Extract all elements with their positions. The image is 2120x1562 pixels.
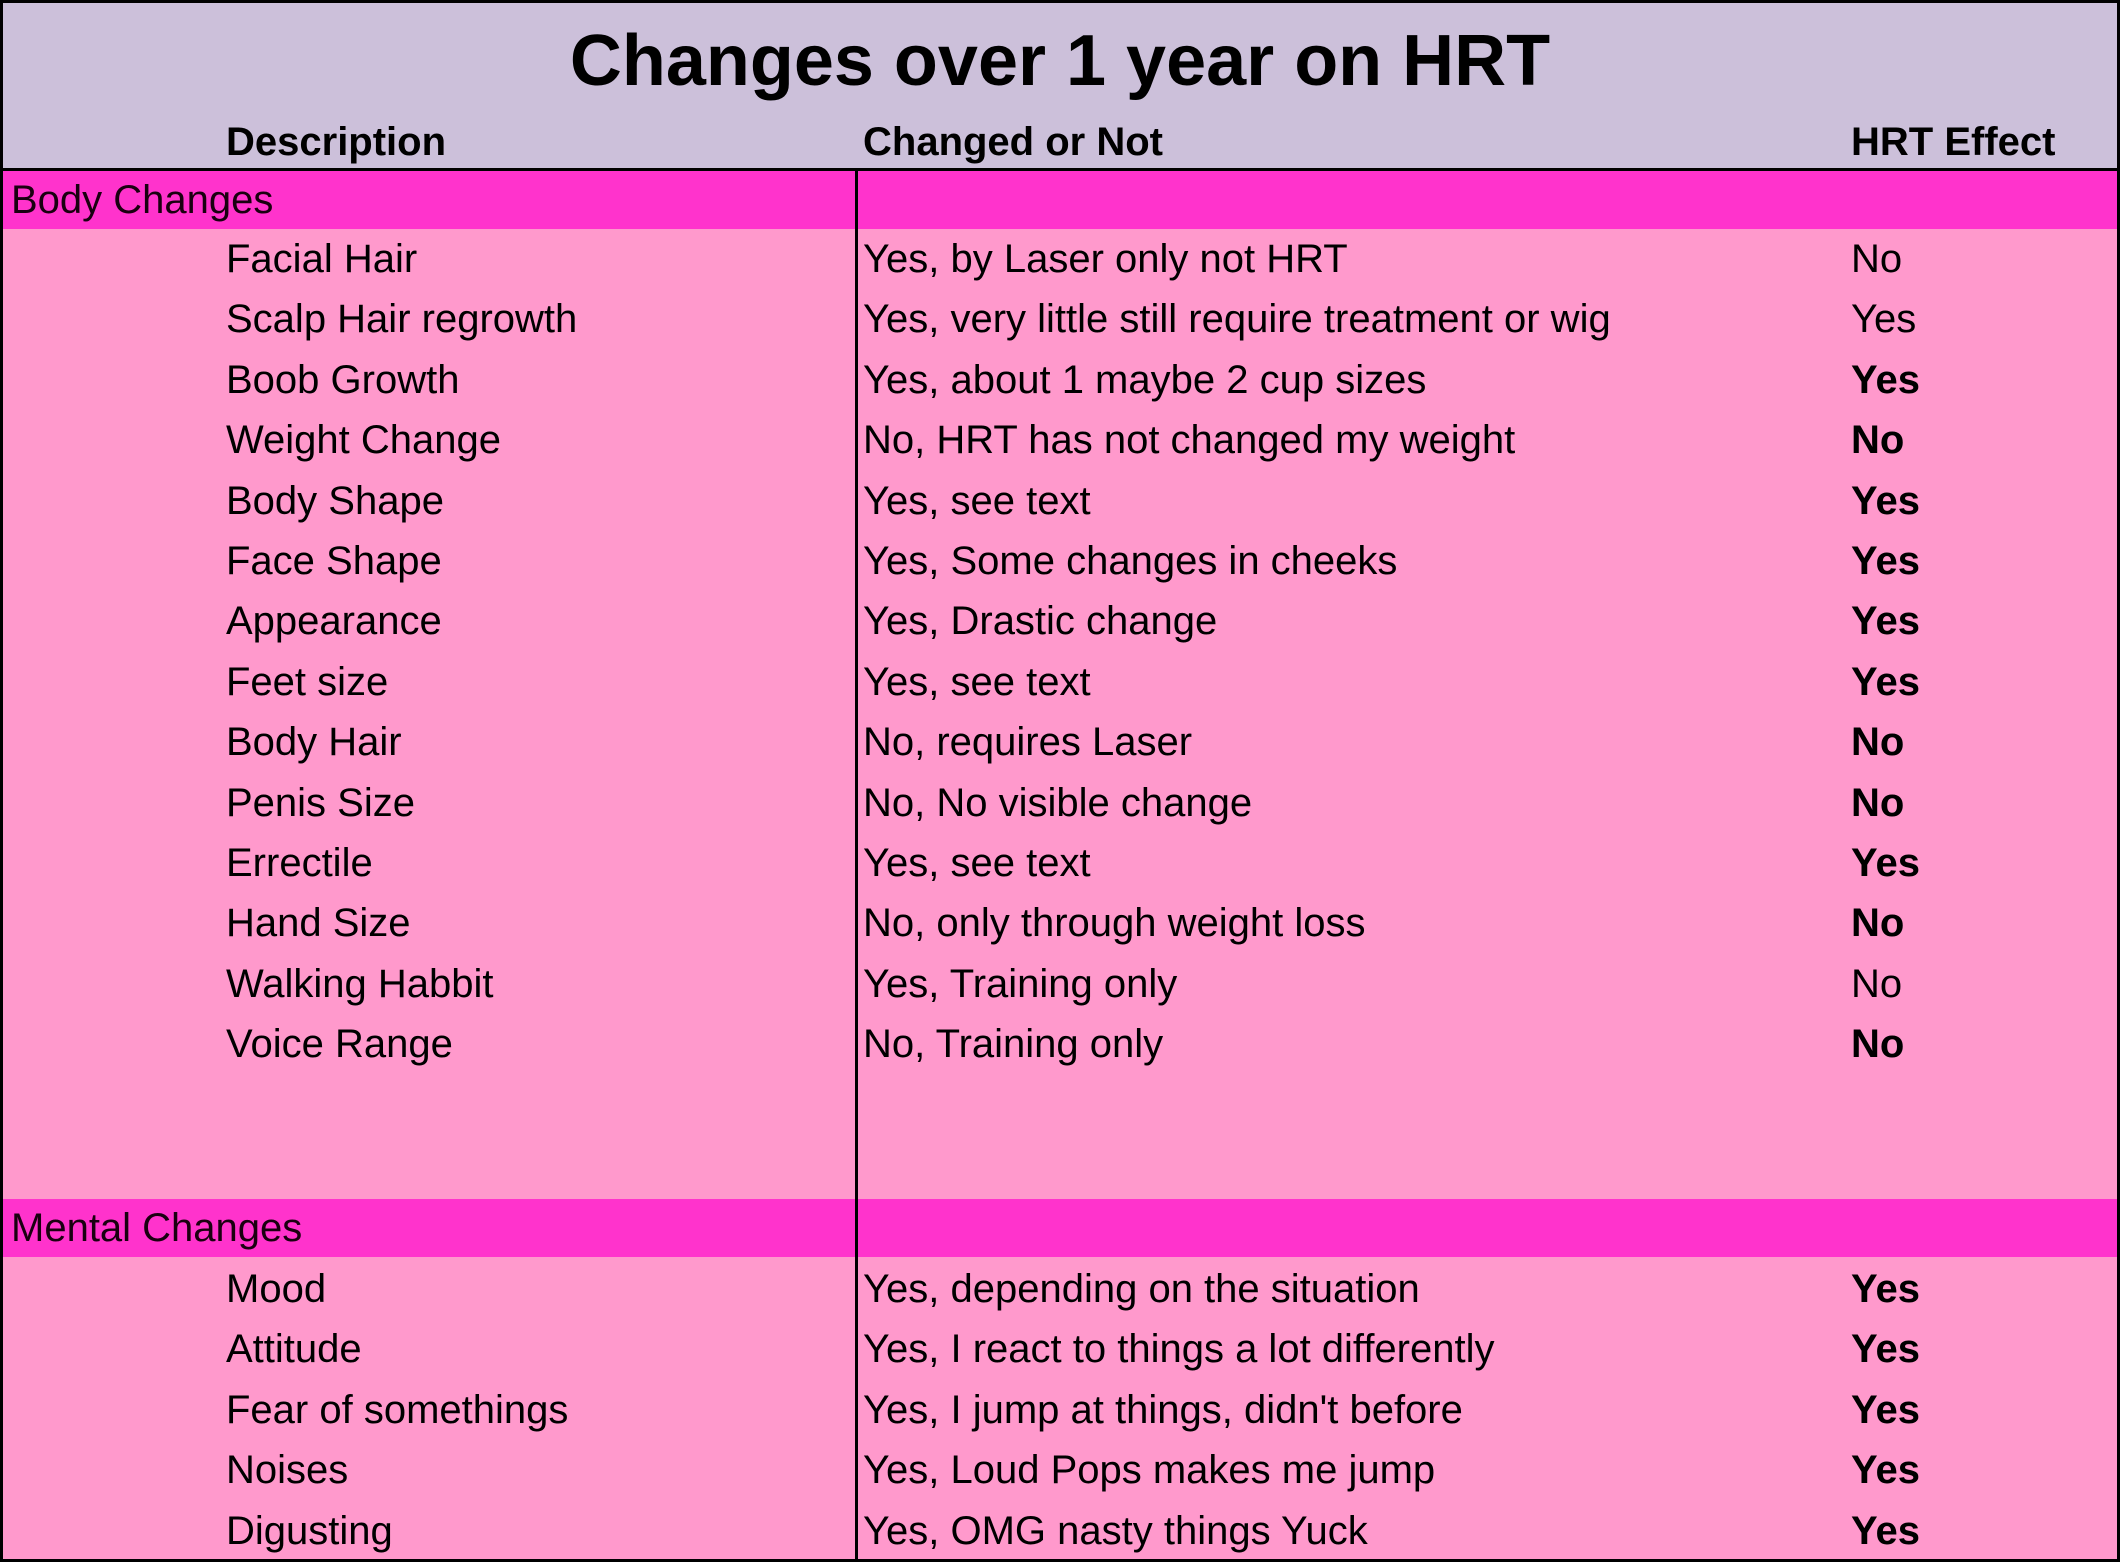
cell-description: Errectile <box>226 840 373 885</box>
cell-description: Face Shape <box>226 538 442 583</box>
cell-description: Scalp Hair regrowth <box>226 297 578 342</box>
cell-changed: Yes, Loud Pops makes me jump <box>863 1448 1436 1493</box>
table-row: Noises Yes, Loud Pops makes me jump Yes <box>3 1440 2117 1500</box>
table-row: Voice Range No, Training only No <box>3 1014 2117 1074</box>
cell-description: Attitude <box>226 1327 362 1372</box>
cell-description: Hand Size <box>226 901 411 946</box>
cell-effect: Yes <box>1851 1267 1920 1311</box>
cell-changed: Yes, Drastic change <box>863 599 1218 644</box>
table-row: Mood Yes, depending on the situation Yes <box>3 1259 2117 1319</box>
cell-effect: No <box>1851 1022 1905 1067</box>
table-row: Scalp Hair regrowth Yes, very little stil… <box>3 289 2117 349</box>
section-header-body: Body Changes <box>3 171 2117 229</box>
cell-changed: No, HRT has not changed my weight <box>863 418 1516 463</box>
cell-effect: Yes <box>1851 1387 1920 1432</box>
cell-description: Body Hair <box>226 720 402 765</box>
section-label: Mental Changes <box>11 1206 303 1250</box>
section-rows-mental: Mood Yes, depending on the situation Yes At… <box>3 1259 2117 1559</box>
cell-changed: Yes, about 1 maybe 2 cup sizes <box>863 357 1427 402</box>
table-row: Attitude Yes, I react to things a lot dif… <box>3 1319 2117 1379</box>
cell-description: Walking Habbit <box>226 961 494 1006</box>
cell-effect: Yes <box>1851 357 1920 402</box>
table-row: Feet size Yes, see text Yes <box>3 652 2117 712</box>
cell-description: Appearance <box>226 599 442 644</box>
cell-changed: No, Training only <box>863 1022 1164 1067</box>
cell-effect: Yes <box>1851 840 1920 885</box>
cell-description: Fear of somethings <box>226 1387 569 1432</box>
cell-effect: Yes <box>1851 538 1920 583</box>
cell-description: Facial Hair <box>226 237 418 281</box>
table-row: Penis Size No, No visible change No <box>3 773 2117 833</box>
table-row: Errectile Yes, see text Yes <box>3 833 2117 893</box>
column-divider <box>855 171 858 1559</box>
cell-changed: Yes, by Laser only not HRT <box>863 237 1348 281</box>
table-row: Boob Growth Yes, about 1 maybe 2 cup size… <box>3 350 2117 410</box>
cell-description: Body Shape <box>226 478 444 523</box>
table-row: Hand Size No, only through weight loss No <box>3 893 2117 953</box>
cell-description: Noises <box>226 1448 349 1493</box>
cell-description: Boob Growth <box>226 357 460 402</box>
cell-changed: Yes, see text <box>863 840 1091 885</box>
table-row: Face Shape Yes, Some changes in cheeks Yes <box>3 531 2117 591</box>
cell-changed: Yes, very little still require treatment… <box>863 297 1611 342</box>
section-header-mental: Mental Changes <box>3 1199 2117 1257</box>
cell-description: Penis Size <box>226 780 415 825</box>
cell-effect: Yes <box>1851 297 1917 342</box>
cell-effect: Yes <box>1851 1508 1920 1553</box>
cell-effect: Yes <box>1851 478 1920 523</box>
table-row: Appearance Yes, Drastic change Yes <box>3 591 2117 651</box>
table-row: Walking Habbit Yes, Training only No <box>3 954 2117 1014</box>
table-row: Facial Hair Yes, by Laser only not HRT No <box>3 229 2117 289</box>
section-label: Body Changes <box>11 178 274 222</box>
table-row: Body Shape Yes, see text Yes <box>3 471 2117 531</box>
cell-changed: Yes, Some changes in cheeks <box>863 538 1398 583</box>
cell-description: Digusting <box>226 1508 393 1553</box>
page-title: Changes over 1 year on HRT <box>569 21 1551 101</box>
cell-description: Mood <box>226 1267 327 1311</box>
cell-changed: Yes, depending on the situation <box>863 1267 1420 1311</box>
cell-description: Feet size <box>226 659 389 704</box>
cell-description: Voice Range <box>226 1022 453 1067</box>
cell-changed: Yes, OMG nasty things Yuck <box>863 1508 1368 1553</box>
column-header-changed: Changed or Not <box>863 120 1163 164</box>
cell-effect: No <box>1851 780 1905 825</box>
section-rows-body: Facial Hair Yes, by Laser only not HRT No S… <box>3 229 2117 1074</box>
table-header: Changes over 1 year on HRT Description C… <box>3 3 2117 171</box>
cell-effect: Yes <box>1851 1327 1920 1372</box>
cell-effect: No <box>1851 901 1905 946</box>
cell-effect: Yes <box>1851 1448 1920 1493</box>
cell-changed: Yes, Training only <box>863 961 1178 1006</box>
table-row: Body Hair No, requires Laser No <box>3 712 2117 772</box>
column-header-effect: HRT Effect <box>1851 120 2056 164</box>
cell-changed: Yes, I react to things a lot differently <box>863 1327 1495 1372</box>
cell-changed: No, No visible change <box>863 780 1253 825</box>
cell-changed: Yes, I jump at things, didn't before <box>863 1387 1463 1432</box>
table-row: Weight Change No, HRT has not changed my … <box>3 410 2117 470</box>
cell-effect: No <box>1851 418 1905 463</box>
cell-effect: Yes <box>1851 659 1920 704</box>
cell-effect: No <box>1851 961 1903 1006</box>
cell-changed: No, only through weight loss <box>863 901 1366 946</box>
column-header-description: Description <box>226 120 447 164</box>
cell-description: Weight Change <box>226 418 501 463</box>
cell-effect: No <box>1851 237 1903 281</box>
table-row: Digusting Yes, OMG nasty things Yuck Yes <box>3 1501 2117 1559</box>
cell-effect: Yes <box>1851 599 1920 644</box>
cell-changed: Yes, see text <box>863 478 1091 523</box>
cell-changed: Yes, see text <box>863 659 1091 704</box>
cell-effect: No <box>1851 720 1905 765</box>
cell-changed: No, requires Laser <box>863 720 1193 765</box>
table-row: Fear of somethings Yes, I jump at things,… <box>3 1380 2117 1440</box>
